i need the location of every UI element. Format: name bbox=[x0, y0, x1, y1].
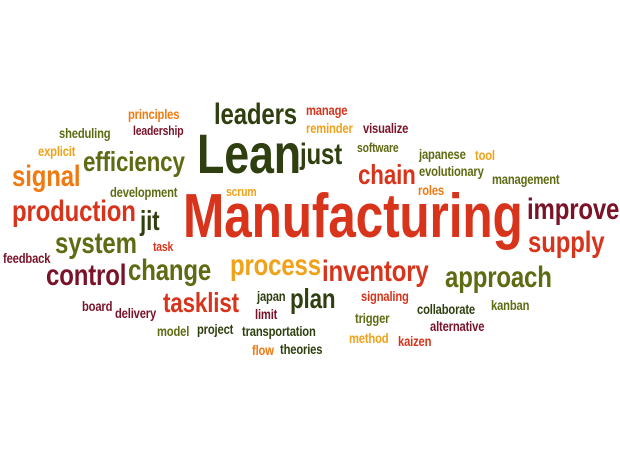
word-management: management bbox=[492, 171, 560, 187]
word-roles: roles bbox=[418, 182, 444, 198]
word-system: system bbox=[55, 227, 137, 260]
word-method: method bbox=[349, 330, 389, 346]
word-tool: tool bbox=[475, 147, 495, 163]
word-leaders: leaders bbox=[214, 98, 297, 131]
word-signal: signal bbox=[12, 160, 81, 193]
word-trigger: trigger bbox=[355, 310, 390, 326]
word-supply: supply bbox=[528, 226, 605, 259]
word-explicit: explicit bbox=[38, 143, 76, 159]
word-collaborate: collaborate bbox=[417, 301, 475, 317]
word-reminder: reminder bbox=[306, 120, 353, 136]
word-development: development bbox=[110, 184, 178, 200]
word-signaling: signaling bbox=[361, 288, 409, 304]
word-manufacturing: Manufacturing bbox=[183, 182, 523, 251]
word-process: process bbox=[230, 249, 321, 282]
word-efficiency: efficiency bbox=[83, 146, 185, 177]
word-flow: flow bbox=[252, 342, 274, 358]
word-jit: jit bbox=[140, 205, 160, 236]
word-tasklist: tasklist bbox=[163, 287, 239, 318]
word-production: production bbox=[12, 195, 136, 228]
word-project: project bbox=[197, 321, 234, 337]
word-software: software bbox=[357, 140, 399, 155]
word-theories: theories bbox=[280, 341, 323, 357]
word-change: change bbox=[128, 254, 212, 287]
word-kaizen: kaizen bbox=[398, 333, 432, 349]
word-plan: plan bbox=[290, 283, 336, 314]
word-visualize: visualize bbox=[363, 120, 409, 136]
word-manage: manage bbox=[306, 102, 348, 118]
word-feedback: feedback bbox=[3, 250, 51, 266]
word-principles: principles bbox=[128, 106, 180, 122]
word-task: task bbox=[153, 239, 174, 254]
word-control: control bbox=[46, 259, 127, 292]
word-scrum: scrum bbox=[226, 184, 257, 199]
word-board: board bbox=[82, 298, 113, 314]
word-delivery: delivery bbox=[115, 305, 157, 321]
word-kanban: kanban bbox=[491, 297, 530, 313]
word-chain: chain bbox=[358, 159, 416, 190]
word-improve: improve bbox=[527, 193, 620, 226]
word-transportation: transportation bbox=[242, 323, 316, 339]
word-approach: approach bbox=[445, 261, 552, 294]
word-just: just bbox=[300, 138, 343, 171]
word-leadership: leadership bbox=[133, 123, 184, 138]
word-evolutionary: evolutionary bbox=[419, 163, 484, 179]
word-lean: Lean bbox=[197, 122, 301, 185]
word-inventory: inventory bbox=[322, 255, 429, 288]
word-model: model bbox=[157, 323, 190, 339]
word-alternative: alternative bbox=[430, 318, 485, 334]
word-japan: japan bbox=[257, 288, 286, 304]
word-limit: limit bbox=[255, 306, 278, 322]
word-japanese: japanese bbox=[419, 146, 466, 162]
word-sheduling: sheduling bbox=[59, 125, 111, 141]
